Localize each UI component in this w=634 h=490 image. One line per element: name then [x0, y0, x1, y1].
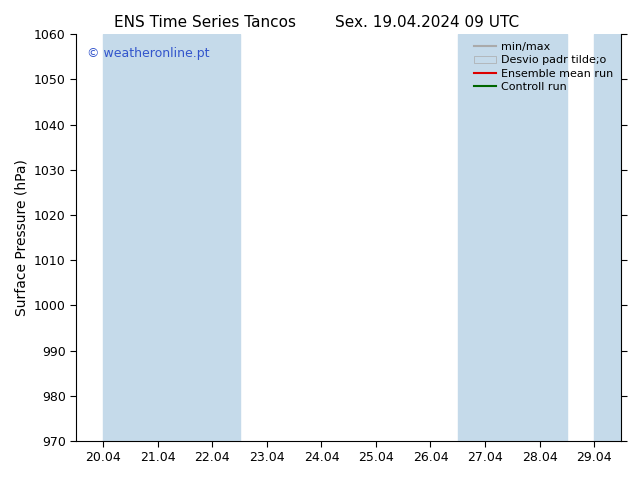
Text: ENS Time Series Tancos        Sex. 19.04.2024 09 UTC: ENS Time Series Tancos Sex. 19.04.2024 0… — [115, 15, 519, 30]
Bar — [131, 34, 240, 441]
Text: © weatheronline.pt: © weatheronline.pt — [87, 47, 209, 59]
Bar — [458, 34, 567, 441]
Y-axis label: Surface Pressure (hPa): Surface Pressure (hPa) — [14, 159, 29, 316]
Bar — [103, 34, 131, 441]
Legend: min/max, Desvio padr tilde;o, Ensemble mean run, Controll run: min/max, Desvio padr tilde;o, Ensemble m… — [469, 38, 618, 97]
Bar — [594, 34, 621, 441]
